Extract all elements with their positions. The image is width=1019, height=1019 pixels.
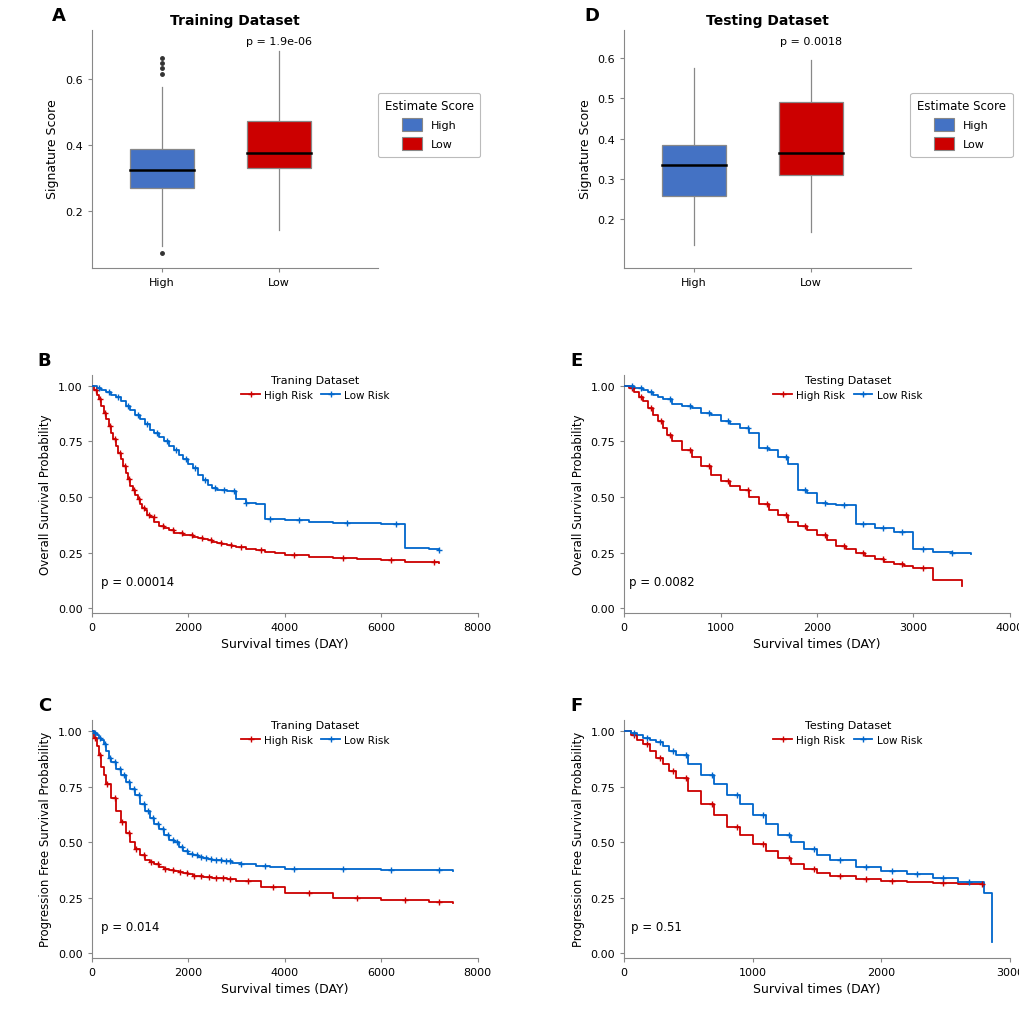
Text: F: F bbox=[570, 697, 582, 714]
Text: p = 1.9e-06: p = 1.9e-06 bbox=[246, 37, 312, 47]
Legend: High, Low: High, Low bbox=[909, 94, 1012, 158]
Bar bbox=[247, 121, 311, 169]
Title: Testing Dataset: Testing Dataset bbox=[705, 14, 827, 28]
Legend: High, Low: High, Low bbox=[378, 94, 480, 158]
Text: p = 0.014: p = 0.014 bbox=[101, 920, 160, 933]
Bar bbox=[661, 146, 726, 197]
Y-axis label: Progression Free Survival Probability: Progression Free Survival Probability bbox=[572, 732, 584, 947]
Legend: High Risk, Low Risk: High Risk, Low Risk bbox=[236, 371, 393, 405]
Bar bbox=[129, 150, 194, 190]
Text: p = 0.0082: p = 0.0082 bbox=[629, 576, 694, 589]
Y-axis label: Progression Free Survival Probability: Progression Free Survival Probability bbox=[40, 732, 52, 947]
X-axis label: Survival times (DAY): Survival times (DAY) bbox=[221, 982, 348, 996]
X-axis label: Survival times (DAY): Survival times (DAY) bbox=[752, 982, 879, 996]
Legend: High Risk, Low Risk: High Risk, Low Risk bbox=[236, 715, 393, 749]
Bar bbox=[779, 103, 843, 175]
Text: p = 0.0018: p = 0.0018 bbox=[780, 38, 842, 47]
X-axis label: Survival times (DAY): Survival times (DAY) bbox=[752, 638, 879, 651]
Legend: High Risk, Low Risk: High Risk, Low Risk bbox=[768, 715, 925, 749]
Text: A: A bbox=[52, 7, 65, 25]
Text: C: C bbox=[38, 697, 51, 714]
Text: p = 0.00014: p = 0.00014 bbox=[101, 576, 174, 589]
Legend: High Risk, Low Risk: High Risk, Low Risk bbox=[768, 371, 925, 405]
Text: p = 0.51: p = 0.51 bbox=[630, 920, 681, 933]
Text: E: E bbox=[570, 352, 582, 370]
Y-axis label: Overall Survival Probability: Overall Survival Probability bbox=[40, 414, 52, 575]
Text: D: D bbox=[584, 7, 598, 25]
Y-axis label: Overall Survival Probability: Overall Survival Probability bbox=[572, 414, 584, 575]
X-axis label: Survival times (DAY): Survival times (DAY) bbox=[221, 638, 348, 651]
Y-axis label: Signature Score: Signature Score bbox=[47, 100, 59, 200]
Title: Training Dataset: Training Dataset bbox=[170, 14, 300, 28]
Y-axis label: Signature Score: Signature Score bbox=[578, 100, 591, 200]
Text: B: B bbox=[38, 352, 51, 370]
